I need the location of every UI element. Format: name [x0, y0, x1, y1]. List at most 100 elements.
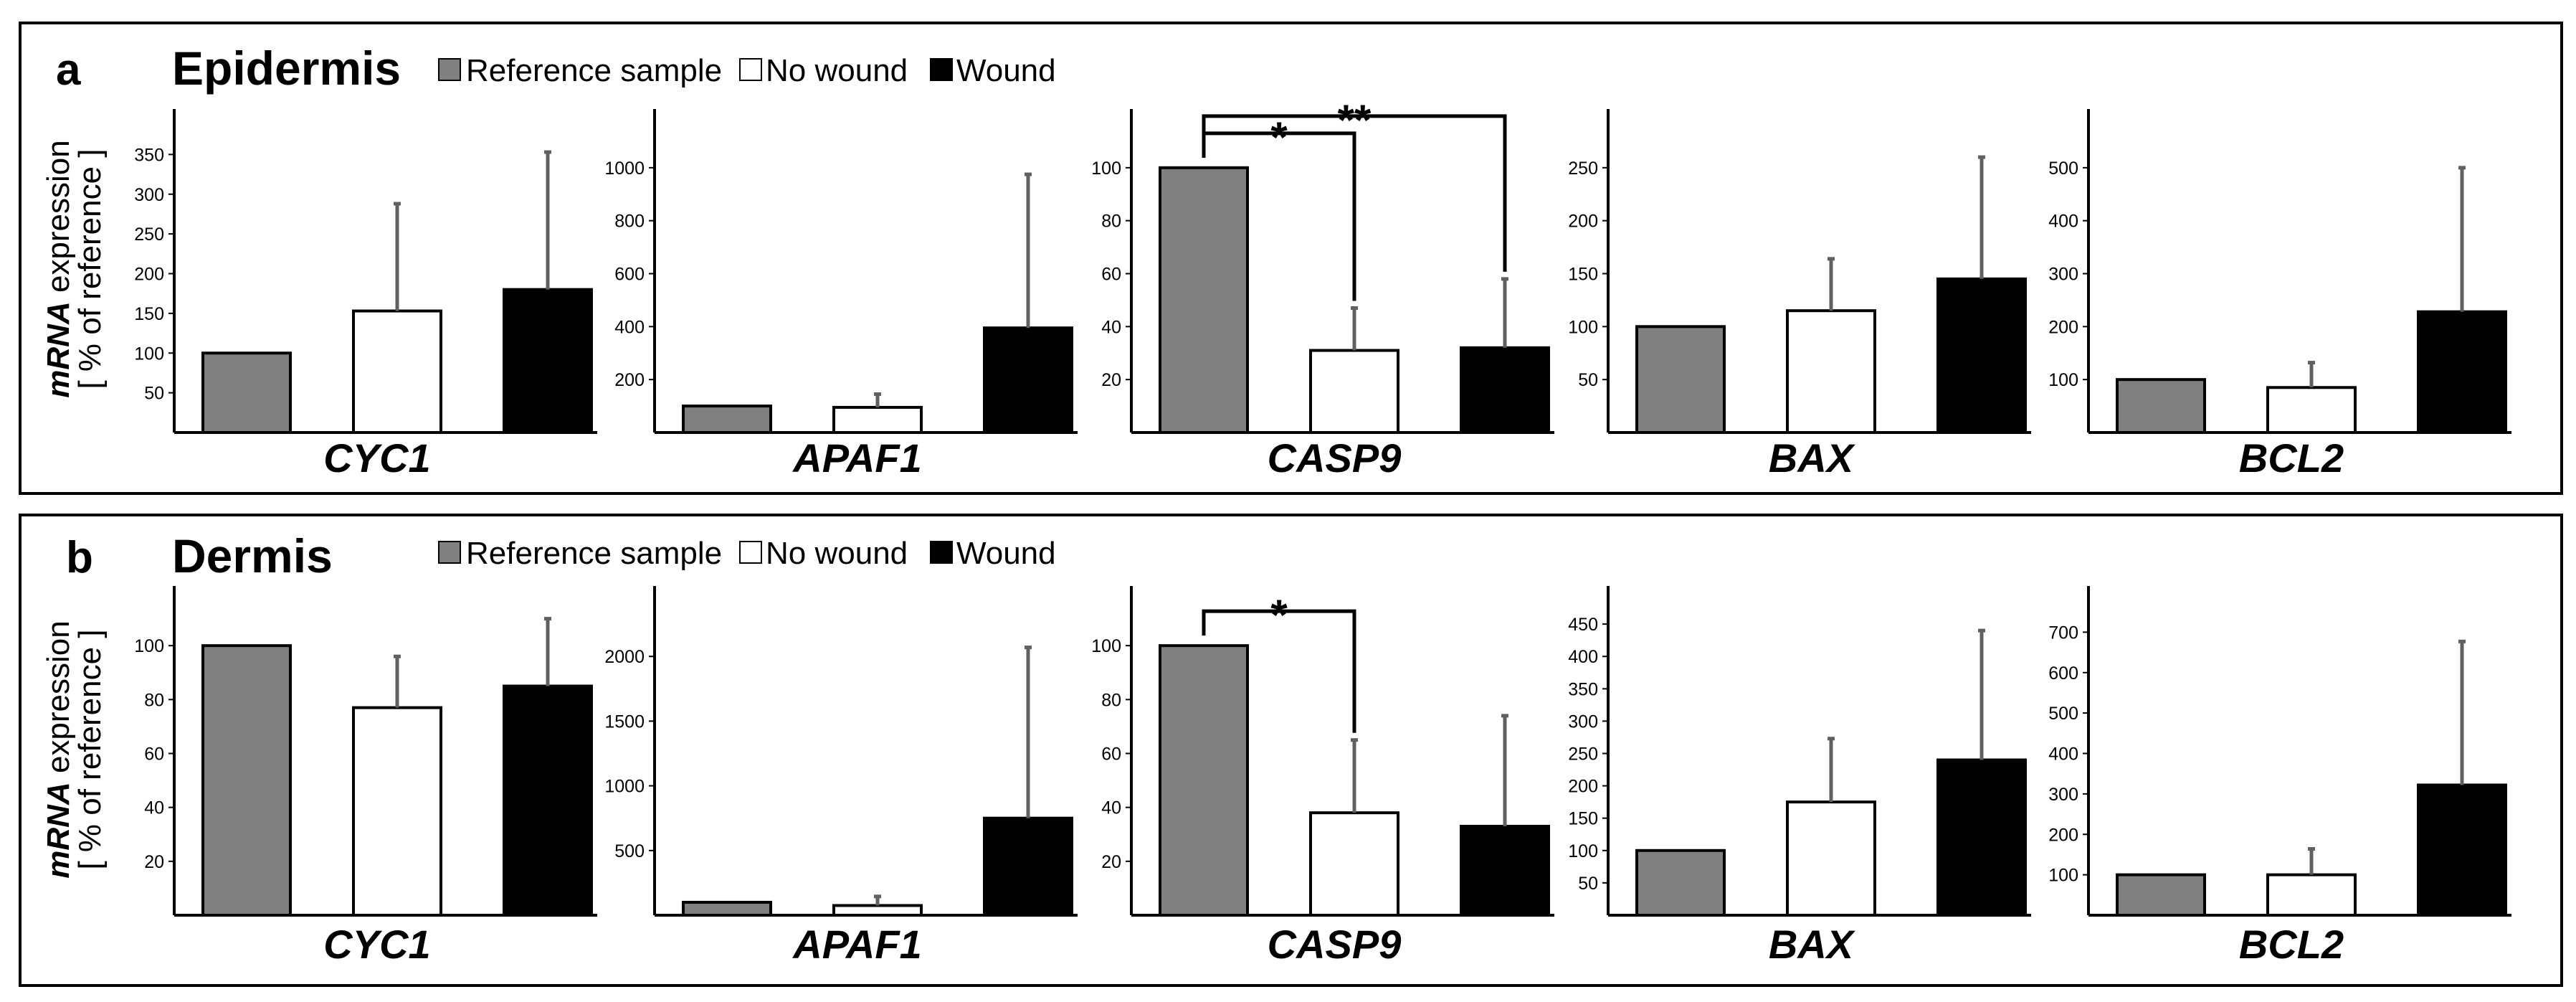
y-tick-label: 40 — [1101, 798, 1121, 818]
legend-label-reference: Reference sample — [466, 536, 722, 571]
significance-marker: ** — [1338, 96, 1372, 144]
gene-label: CYC1 — [323, 922, 430, 967]
y-tick-label: 450 — [1568, 615, 1598, 635]
y-tick-label: 500 — [614, 841, 645, 861]
y-tick-label: 400 — [2048, 212, 2078, 232]
y-tick-label: 400 — [2048, 745, 2078, 765]
y-tick-label: 600 — [2048, 663, 2078, 684]
y-tick-label: 80 — [1101, 690, 1121, 710]
bar-reference-sample — [1635, 325, 1726, 435]
y-tick-label: 200 — [1568, 777, 1598, 797]
bar-no-wound — [2266, 873, 2357, 917]
legend-swatch-wound — [930, 58, 953, 81]
bar-reference-sample — [201, 644, 292, 917]
panel-b-letter: b — [66, 533, 93, 582]
significance-bracket — [1202, 114, 1507, 272]
y-tick-label: 500 — [2048, 704, 2078, 724]
y-tick-label: 50 — [1578, 370, 1598, 390]
gene-label: BCL2 — [2239, 435, 2344, 481]
y-tick-label: 100 — [1091, 636, 1121, 656]
y-tick-label: 1500 — [604, 712, 645, 732]
y-tick-label: 300 — [134, 185, 164, 205]
legend-swatch-no-wound — [739, 541, 762, 564]
bar-reference-sample — [2116, 873, 2206, 917]
y-tick-label: 600 — [614, 265, 645, 285]
gene-label: CYC1 — [323, 435, 430, 481]
y-tick-label: 200 — [134, 265, 164, 285]
bar-wound — [503, 684, 593, 917]
y-tick-label: 50 — [144, 384, 164, 404]
y-tick-label: 100 — [2048, 370, 2078, 390]
panel-b-title: Dermis — [172, 529, 333, 582]
y-tick-label: 200 — [2048, 825, 2078, 845]
bar-reference-sample — [1159, 166, 1249, 434]
y-tick-label: 50 — [1578, 874, 1598, 894]
y-tick-label: 150 — [1568, 809, 1598, 829]
y-tick-label: 200 — [2048, 317, 2078, 337]
significance-bracket — [1202, 609, 1356, 733]
y-tick-label: 500 — [2048, 159, 2078, 179]
legend-swatch-wound — [930, 541, 953, 564]
bar-no-wound — [1786, 309, 1876, 434]
panel-a-y-axis-label: mRNA expression — [41, 140, 76, 397]
bar-wound — [503, 288, 593, 434]
legend-swatch-reference — [438, 541, 461, 564]
significance-marker: * — [1270, 591, 1288, 639]
bar-no-wound — [352, 309, 442, 434]
gene-label: CASP9 — [1268, 435, 1402, 481]
legend-label-no-wound: No wound — [766, 536, 908, 571]
bar-wound — [2417, 310, 2507, 434]
y-tick-label: 350 — [134, 145, 164, 165]
y-tick-label: 40 — [1101, 317, 1121, 337]
panel-b-y-axis-label: mRNA expression — [41, 620, 76, 878]
bar-no-wound — [832, 904, 923, 917]
y-tick-label: 400 — [1568, 647, 1598, 667]
gene-label: BCL2 — [2239, 922, 2344, 967]
legend-label-wound: Wound — [956, 536, 1056, 571]
gene-label: BAX — [1769, 435, 1856, 481]
y-tick-label: 250 — [1568, 745, 1598, 765]
panel-b-y-axis-label-line2: [ % of reference ] — [72, 629, 108, 869]
bar-no-wound — [352, 706, 442, 917]
y-tick-label: 40 — [144, 798, 164, 818]
panel-a-y-axis-label-line2: [ % of reference ] — [72, 148, 108, 389]
y-tick-label: 100 — [1091, 159, 1121, 179]
y-tick-label: 1000 — [604, 159, 645, 179]
bar-wound — [1460, 346, 1550, 434]
bar-wound — [1936, 277, 2027, 434]
y-tick-label: 2000 — [604, 647, 645, 667]
y-tick-label: 1000 — [604, 777, 645, 797]
bar-no-wound — [2266, 386, 2357, 434]
y-tick-label: 80 — [144, 690, 164, 710]
bar-reference-sample — [201, 351, 292, 434]
y-tick-label: 100 — [1568, 317, 1598, 337]
panel-b-legend: Reference sample No wound Wound — [438, 536, 1056, 571]
legend-label-wound: Wound — [956, 53, 1056, 88]
gene-label: CASP9 — [1268, 922, 1402, 967]
y-tick-label: 400 — [614, 317, 645, 337]
significance-marker: * — [1270, 113, 1288, 161]
bar-reference-sample — [1635, 849, 1726, 917]
y-tick-label: 250 — [134, 224, 164, 245]
y-tick-label: 60 — [1101, 745, 1121, 765]
gene-label: APAF1 — [792, 922, 921, 967]
panel-b-frame — [19, 514, 2563, 987]
y-tick-label: 300 — [2048, 265, 2078, 285]
bar-no-wound — [1786, 800, 1876, 917]
y-tick-label: 100 — [134, 636, 164, 656]
legend-swatch-no-wound — [739, 58, 762, 81]
bar-wound — [983, 326, 1073, 434]
y-tick-label: 80 — [1101, 212, 1121, 232]
bar-wound — [2417, 783, 2507, 917]
y-tick-label: 250 — [1568, 159, 1598, 179]
y-tick-label: 150 — [1568, 265, 1598, 285]
y-tick-label: 100 — [1568, 841, 1598, 861]
bar-wound — [1936, 758, 2027, 917]
y-tick-label: 200 — [1568, 212, 1598, 232]
y-tick-label: 20 — [1101, 852, 1121, 872]
panel-a-letter: a — [56, 45, 81, 95]
legend-swatch-reference — [438, 58, 461, 81]
panel-a-frame — [19, 22, 2563, 495]
panel-a-title: Epidermis — [172, 42, 401, 95]
